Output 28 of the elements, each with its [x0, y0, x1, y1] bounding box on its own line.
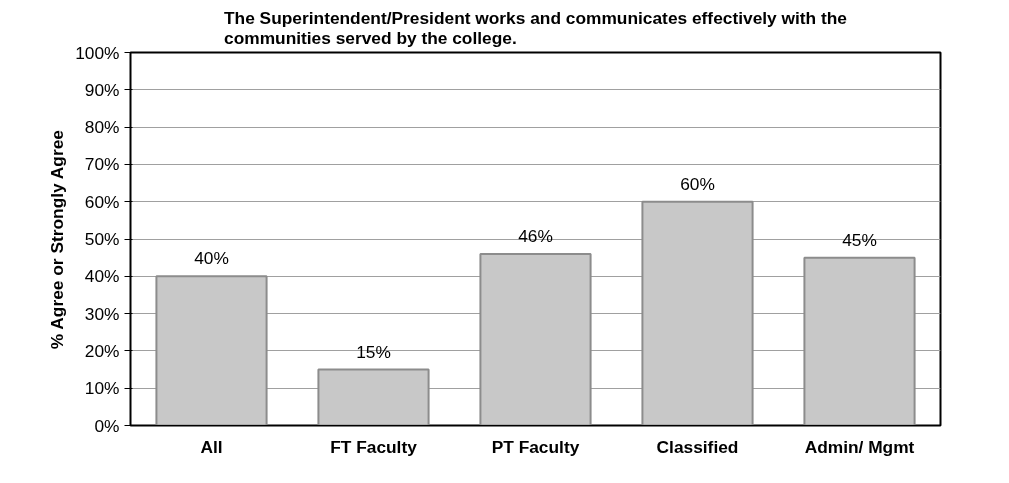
- y-tick-label: 70%: [84, 154, 120, 175]
- chart-title: The Superintendent/President works and communicates effectively with the communities served by the college.: [224, 7, 848, 48]
- y-tick-label: 80%: [84, 117, 120, 138]
- y-tick-label: 50%: [84, 229, 120, 249]
- y-tick-label: 90%: [84, 79, 120, 100]
- y-tick-label: 40%: [84, 266, 120, 287]
- x-tick-label: Admin/ Mgmt: [804, 436, 915, 457]
- bar: [317, 368, 430, 426]
- data-label: 46%: [518, 225, 553, 246]
- y-tick-label: 60%: [84, 191, 120, 212]
- y-axis-title: % Agree or Strongly Agree: [47, 129, 68, 350]
- bar: [641, 200, 754, 426]
- y-tick-label: 30%: [84, 303, 120, 324]
- data-label: 45%: [842, 229, 877, 250]
- x-tick-label: PT Faculty: [491, 436, 580, 457]
- bar: [479, 252, 592, 426]
- y-tick-label: 10%: [84, 378, 120, 399]
- y-tick-label: 100%: [75, 42, 120, 63]
- x-tick-label: FT Faculty: [330, 436, 418, 457]
- bar: [155, 275, 268, 426]
- data-label: 40%: [194, 248, 229, 269]
- y-tick-label: 20%: [84, 340, 120, 361]
- data-label: 15%: [356, 341, 391, 362]
- y-tick-label: 0%: [94, 415, 120, 436]
- x-tick-label: Classified: [656, 436, 739, 457]
- data-label: 60%: [680, 173, 715, 194]
- x-tick-label: All: [200, 436, 223, 457]
- bar: [803, 256, 916, 426]
